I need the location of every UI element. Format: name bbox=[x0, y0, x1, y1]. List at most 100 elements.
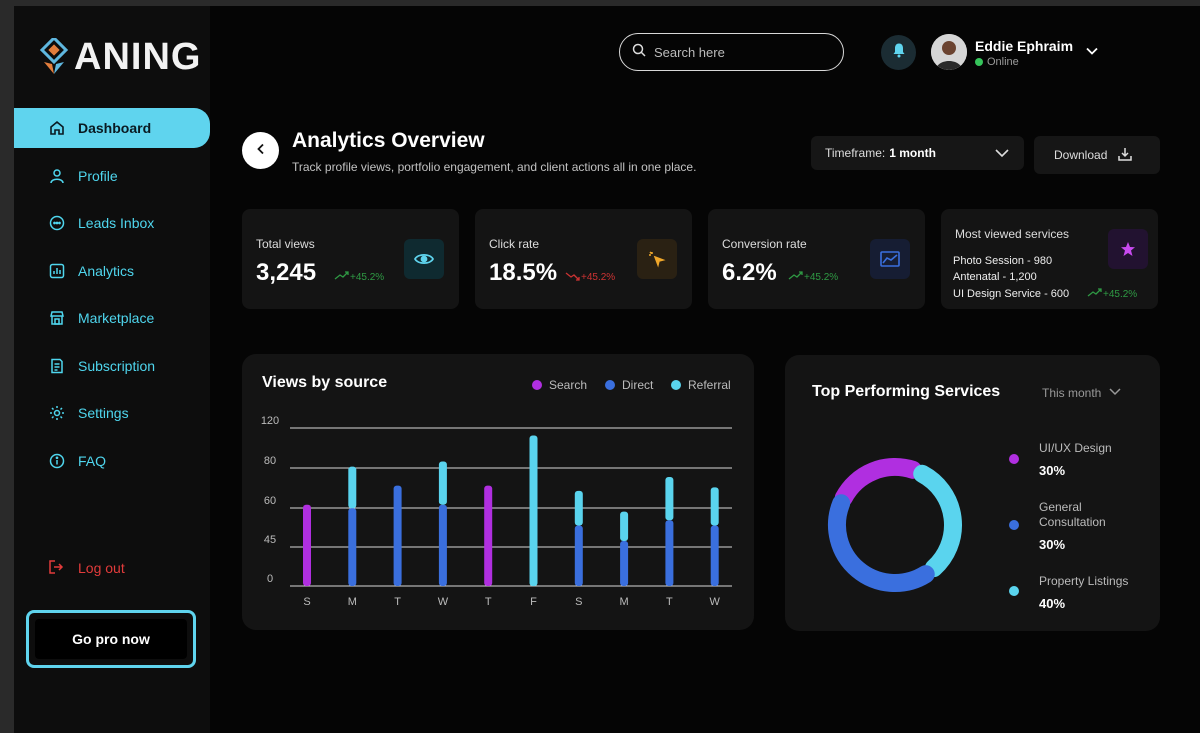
back-button[interactable] bbox=[242, 132, 279, 169]
trend-up-icon bbox=[334, 271, 350, 284]
chevron-down-icon bbox=[994, 146, 1010, 163]
download-button[interactable]: Download bbox=[1034, 136, 1160, 174]
search-input[interactable] bbox=[654, 44, 824, 60]
stat-value: 3,245 bbox=[256, 259, 317, 286]
chevron-left-icon bbox=[255, 142, 267, 160]
y-tick-label: 120 bbox=[261, 415, 279, 427]
download-icon bbox=[1117, 146, 1133, 165]
stat-value: 6.2% bbox=[722, 259, 777, 286]
stat-card-total-views: Total views 3,245 +45.2% bbox=[242, 209, 459, 309]
donut-slice-property-listings[interactable] bbox=[913, 464, 962, 578]
legend-dot bbox=[532, 380, 542, 390]
stat-card-most-viewed-services: Most viewed services Photo Session - 980… bbox=[941, 209, 1158, 309]
sidebar-item-analytics[interactable]: Analytics bbox=[14, 251, 210, 291]
bar-direct[interactable] bbox=[348, 508, 357, 586]
page-subtitle: Track profile views, portfolio engagemen… bbox=[292, 160, 697, 174]
sidebar-item-leads-inbox[interactable]: Leads Inbox bbox=[14, 203, 210, 243]
timeframe-label: Timeframe: bbox=[825, 146, 886, 160]
bar-direct[interactable] bbox=[574, 525, 583, 586]
views-bar-chart: 120 80 60 45 0 S M T W T F S M T W bbox=[261, 415, 732, 608]
logo-icon bbox=[36, 35, 72, 78]
stat-change-value: +45.2% bbox=[350, 272, 385, 283]
trend-up-icon bbox=[788, 271, 804, 284]
chat-icon bbox=[48, 214, 66, 232]
services-donut-chart bbox=[828, 458, 962, 592]
trend-up-icon bbox=[1087, 288, 1103, 301]
sidebar-item-profile[interactable]: Profile bbox=[14, 156, 210, 196]
bar-referral[interactable] bbox=[574, 490, 583, 526]
bar-direct[interactable] bbox=[665, 520, 674, 586]
bar-referral[interactable] bbox=[620, 511, 629, 542]
notification-button[interactable] bbox=[881, 35, 916, 70]
stat-change-value: +45.2% bbox=[804, 272, 839, 283]
info-icon bbox=[48, 452, 66, 470]
legend-label: Referral bbox=[688, 378, 731, 392]
views-by-source-panel: Views by source Search Direct Referral 1… bbox=[242, 354, 754, 630]
bar-referral[interactable] bbox=[665, 477, 674, 521]
y-tick-label: 60 bbox=[264, 495, 276, 507]
legend-label: Search bbox=[549, 378, 588, 392]
bar-referral[interactable] bbox=[348, 466, 357, 509]
bar-referral[interactable] bbox=[438, 461, 447, 505]
x-tick-label: M bbox=[620, 596, 629, 608]
sidebar-item-faq[interactable]: FAQ bbox=[14, 441, 210, 481]
search-box[interactable] bbox=[619, 33, 844, 71]
bar-direct[interactable] bbox=[620, 541, 629, 586]
bar-search[interactable] bbox=[484, 485, 493, 586]
stat-change-value: +45.2% bbox=[581, 272, 616, 283]
sidebar-item-dashboard[interactable]: Dashboard bbox=[14, 108, 210, 148]
brand-name: ANING bbox=[74, 36, 202, 78]
x-tick-label: W bbox=[438, 596, 449, 608]
user-status-label: Online bbox=[987, 56, 1019, 68]
logout-label: Log out bbox=[78, 560, 125, 576]
sidebar-item-label: FAQ bbox=[78, 452, 107, 469]
bar-referral[interactable] bbox=[529, 435, 538, 586]
gopro-container: Go pro now bbox=[26, 610, 196, 668]
avatar[interactable] bbox=[931, 34, 967, 70]
bar-direct[interactable] bbox=[438, 504, 447, 586]
timeframe-dropdown[interactable]: Timeframe: 1 month bbox=[811, 136, 1024, 170]
user-menu-chevron-icon[interactable] bbox=[1085, 44, 1099, 63]
brand-logo[interactable]: ANING bbox=[36, 35, 202, 79]
logout-button[interactable]: Log out bbox=[48, 559, 125, 577]
logout-icon bbox=[48, 559, 66, 577]
sidebar-item-label: Dashboard bbox=[78, 120, 152, 136]
top-bar: Eddie Ephraim Online bbox=[210, 6, 1200, 90]
user-status: Online bbox=[975, 56, 1019, 68]
sidebar-item-label: Profile bbox=[78, 167, 118, 184]
stat-label: Conversion rate bbox=[722, 237, 807, 251]
stat-label: Click rate bbox=[489, 237, 540, 251]
bar-direct[interactable] bbox=[710, 525, 719, 586]
sidebar: ANING Dashboard Profile Leads Inbox bbox=[14, 6, 210, 733]
sidebar-item-marketplace[interactable]: Marketplace bbox=[14, 298, 210, 338]
service-item-consultation: General Consultation 30% bbox=[1039, 500, 1159, 552]
y-tick-label: 80 bbox=[264, 455, 276, 467]
x-tick-label: M bbox=[348, 596, 357, 608]
bar-referral[interactable] bbox=[710, 487, 719, 526]
sidebar-item-label: Settings bbox=[78, 405, 129, 421]
sidebar-item-subscription[interactable]: Subscription bbox=[14, 346, 210, 386]
trend-down-icon bbox=[565, 271, 581, 284]
service-line: UI Design Service - 600 bbox=[953, 288, 1070, 300]
service-percent: 40% bbox=[1039, 596, 1066, 611]
user-name: Eddie Ephraim bbox=[975, 38, 1074, 54]
legend-dot bbox=[671, 380, 681, 390]
sidebar-item-label: Analytics bbox=[78, 262, 135, 279]
sidebar-item-label: Leads Inbox bbox=[78, 215, 155, 231]
donut-slice-ui-ux-design[interactable] bbox=[834, 458, 922, 507]
service-name: Property Listings bbox=[1039, 574, 1129, 588]
sidebar-item-settings[interactable]: Settings bbox=[14, 393, 210, 433]
x-tick-label: T bbox=[485, 596, 492, 608]
bar-direct[interactable] bbox=[393, 485, 402, 586]
donut-slice-general-consultation[interactable] bbox=[828, 494, 935, 592]
legend-dot bbox=[1009, 520, 1019, 530]
bar-search[interactable] bbox=[303, 504, 311, 586]
x-tick-label: S bbox=[303, 596, 310, 608]
stat-change: +45.2% bbox=[1087, 288, 1137, 301]
go-pro-button[interactable]: Go pro now bbox=[35, 619, 187, 659]
sidebar-item-label: Subscription bbox=[78, 357, 156, 374]
services-card-title: Most viewed services bbox=[955, 227, 1070, 241]
stat-value: 18.5% bbox=[489, 259, 558, 286]
store-icon bbox=[48, 309, 66, 327]
top-services-filter[interactable]: This month bbox=[1042, 386, 1129, 400]
